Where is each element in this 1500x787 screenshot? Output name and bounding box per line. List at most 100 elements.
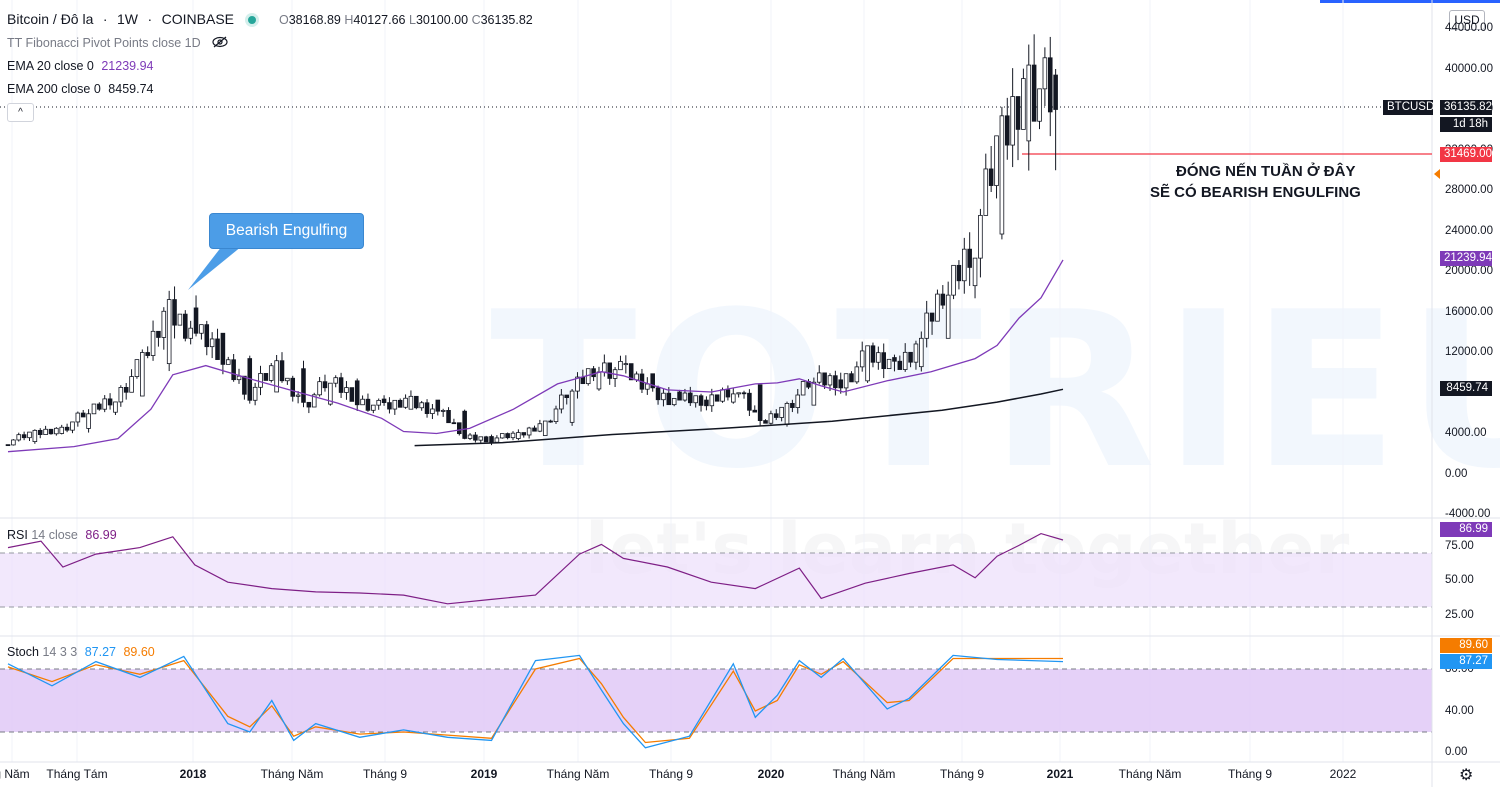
stoch-legend[interactable]: Stoch 14 3 3 87.27 89.60 <box>7 645 155 659</box>
ema200-line <box>414 388 1064 447</box>
candle-body <box>113 401 118 413</box>
price-tick: 24000.00 <box>1445 225 1493 237</box>
hidden-eye-icon[interactable] <box>212 36 228 51</box>
legend-separator: · <box>147 11 153 27</box>
candle-body <box>655 387 661 401</box>
ray-price-label: 31469.00 <box>1440 147 1492 162</box>
rsi-legend[interactable]: RSI 14 close 86.99 <box>7 528 117 542</box>
note-line-1[interactable]: ĐÓNG NẾN TUẦN Ở ĐÂY <box>1176 163 1356 180</box>
callout-pointer <box>188 246 242 290</box>
candle-body <box>166 299 172 365</box>
candle-body <box>290 377 296 397</box>
candle-body <box>698 395 704 406</box>
candle-body <box>231 359 236 381</box>
candle-body <box>575 376 580 392</box>
rsi-axis-value: 86.99 <box>1440 522 1492 537</box>
candle-body <box>741 392 747 395</box>
candle-body <box>193 307 199 334</box>
candle-body <box>618 360 623 371</box>
ema20-value: 21239.94 <box>101 59 154 73</box>
bearish-engulfing-callout[interactable]: Bearish Engulfing <box>209 213 364 249</box>
symbol-interval[interactable]: 1W <box>117 11 139 27</box>
close-label: C <box>471 13 481 27</box>
candle-body <box>816 372 822 383</box>
candle-body <box>161 310 167 338</box>
candle-body <box>86 413 91 429</box>
stoch-d-line <box>7 657 1063 744</box>
candle-body <box>876 352 881 363</box>
candle-body <box>258 373 263 388</box>
candle-body <box>123 387 129 393</box>
candle-body <box>279 360 285 382</box>
candle-body <box>457 422 462 435</box>
candle-body <box>1026 64 1032 142</box>
market-status-icon[interactable] <box>247 16 256 25</box>
candle-body <box>225 359 231 365</box>
time-tick: 2019 <box>470 767 498 781</box>
candle-body <box>301 368 306 403</box>
gear-icon[interactable]: ⚙ <box>1459 767 1474 784</box>
candle-body <box>333 377 338 384</box>
stoch-params: 14 3 3 <box>42 645 78 659</box>
candle-body <box>188 327 193 339</box>
alert-marker-icon[interactable] <box>1434 169 1440 179</box>
candle-body <box>757 384 763 421</box>
candle-body <box>274 360 279 393</box>
candle-body <box>661 392 666 401</box>
symbol-name[interactable]: Bitcoin / Đô la <box>7 11 94 27</box>
candle-body <box>64 426 70 431</box>
candle-body <box>800 381 806 396</box>
candle-body <box>118 387 124 403</box>
candle-body <box>97 403 102 410</box>
ema20-label: EMA 20 close 0 <box>7 59 94 73</box>
time-tick: 2021 <box>1046 767 1074 781</box>
collapse-legend-button[interactable]: ^ <box>7 103 34 122</box>
candle-body <box>532 427 537 432</box>
candle-body <box>252 386 258 401</box>
candle-body <box>102 398 107 410</box>
candle-body <box>892 357 897 362</box>
rsi-tick-25: 25.00 <box>1445 609 1474 621</box>
candle-body <box>129 376 134 393</box>
price-tick: 4000.00 <box>1445 427 1487 439</box>
candle-body <box>569 390 575 423</box>
rsi-tick-75: 75.00 <box>1445 540 1474 552</box>
candle-body <box>553 408 559 423</box>
note-line-2[interactable]: SẼ CÓ BEARISH ENGULFING <box>1150 184 1361 201</box>
legend-separator: · <box>102 11 108 27</box>
candle-body <box>505 433 510 439</box>
candle-body <box>467 434 473 439</box>
candle-body <box>365 398 371 411</box>
candle-body <box>935 293 940 322</box>
candle-body <box>311 394 317 408</box>
candle-body <box>913 343 919 363</box>
fib-legend[interactable]: TT Fibonacci Pivot Points close 1D <box>7 36 228 51</box>
candle-body <box>140 352 145 397</box>
currency-button[interactable]: USD <box>1449 10 1485 30</box>
candle-body <box>773 413 779 418</box>
candle-body <box>526 427 532 436</box>
candle-body <box>43 428 48 436</box>
candle-body <box>21 434 27 439</box>
candle-body <box>854 366 860 383</box>
candle-body <box>1037 88 1042 122</box>
candle-body <box>510 432 516 439</box>
candle-body <box>602 362 607 373</box>
candle-body <box>209 338 215 348</box>
time-tick: Tháng 9 <box>1227 767 1273 781</box>
candle-body <box>688 392 693 404</box>
candle-body <box>371 404 376 411</box>
candle-body <box>908 351 913 363</box>
candle-body <box>451 422 457 425</box>
candle-body <box>795 394 801 408</box>
ema200-legend[interactable]: EMA 200 close 0 8459.74 <box>7 82 153 96</box>
time-tick: Tháng Tám <box>46 767 108 781</box>
candle-body <box>763 420 768 424</box>
ema20-legend[interactable]: EMA 20 close 0 21239.94 <box>7 59 153 73</box>
candle-body <box>967 248 972 268</box>
symbol-legend[interactable]: Bitcoin / Đô la · 1W · COINBASE O38168.8… <box>7 11 533 27</box>
high-label: H <box>344 13 354 27</box>
candle-body <box>720 389 725 402</box>
stoch-label: Stoch <box>7 645 39 659</box>
